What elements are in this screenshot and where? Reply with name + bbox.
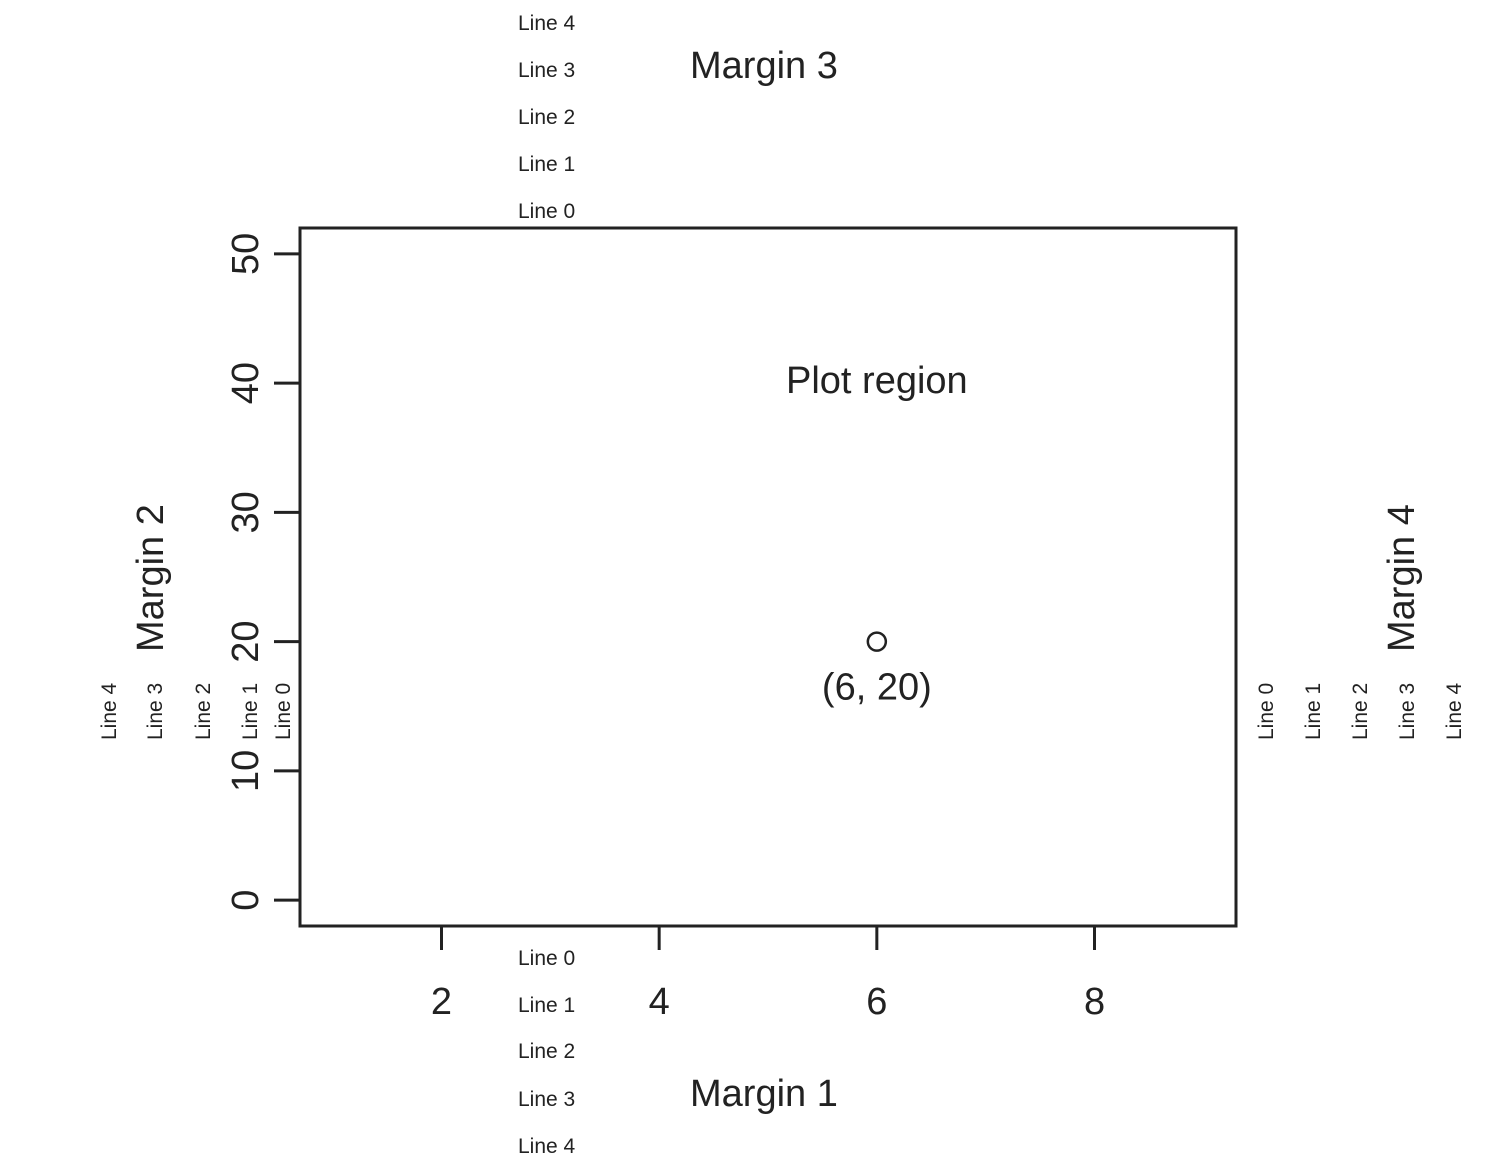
margin4-line-label: Line 0: [1255, 683, 1278, 740]
point-label: (6, 20): [822, 667, 932, 709]
margin4-line-label: Line 1: [1302, 683, 1325, 740]
margin3-line-label: Line 0: [518, 200, 575, 223]
margin4-line-label: Line 3: [1396, 683, 1419, 740]
margin-annotations: Line 0 Line 1 Line 2 Line 3 Line 4 Margin 3 Li…: [98, 12, 1466, 1158]
margin3-line-label: Line 1: [518, 153, 575, 176]
data-point-marker: [866, 631, 888, 652]
margin3-line-label: Line 4: [518, 12, 576, 35]
margin2-line-label: Line 4: [98, 682, 121, 740]
plot-region-label: Plot region: [786, 360, 968, 402]
margin2-title: Margin 2: [130, 504, 172, 652]
y-tick-label: 10: [225, 750, 267, 792]
x-tick-label: 4: [649, 981, 670, 1023]
margin2-line-label: Line 2: [192, 683, 215, 740]
x-tick-label: 8: [1084, 981, 1105, 1023]
margin2-line-label: Line 1: [239, 683, 262, 740]
plot-area: (6, 20) Plot region: [298, 226, 1238, 928]
margin1-line-label: Line 3: [518, 1088, 575, 1111]
y-tick-label: 50: [225, 233, 267, 275]
margin4-line-label: Line 4: [1443, 682, 1466, 740]
y-tick-label: 40: [225, 362, 267, 404]
margin4-title: Margin 4: [1381, 504, 1423, 652]
margin1-line-label: Line 1: [518, 994, 575, 1017]
margin2-line-label: Line 3: [144, 683, 167, 740]
y-axis: 0 10 20 30 40 50: [225, 233, 300, 911]
margin1-line-label: Line 2: [518, 1040, 575, 1063]
margin1-title: Margin 1: [690, 1073, 838, 1115]
y-tick-label: 20: [225, 620, 267, 662]
x-tick-label: 2: [431, 981, 452, 1023]
x-axis: 2 4 6 8: [431, 926, 1105, 1023]
margin1-line-label: Line 0: [518, 947, 575, 970]
margin1-line-label: Line 4: [518, 1135, 576, 1158]
margin3-line-label: Line 2: [518, 106, 575, 129]
x-tick-label: 6: [866, 981, 887, 1023]
margin2-line-label: Line 0: [272, 683, 295, 740]
plot-box: [298, 226, 1238, 928]
margin4-line-label: Line 2: [1349, 683, 1372, 740]
y-tick-label: 30: [225, 491, 267, 533]
margin3-line-label: Line 3: [518, 59, 575, 82]
margin3-title: Margin 3: [690, 45, 838, 87]
y-tick-label: 0: [225, 890, 267, 911]
